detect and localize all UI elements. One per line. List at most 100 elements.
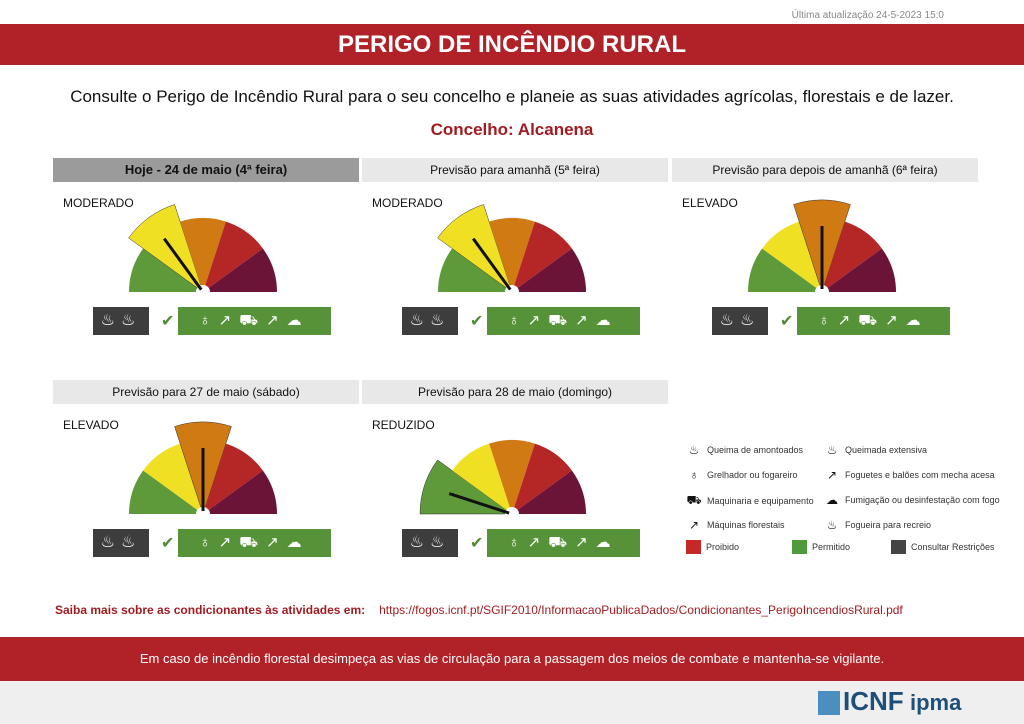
danger-level: MODERADO bbox=[63, 196, 134, 210]
gauge-needle bbox=[471, 237, 512, 291]
gauge-needle bbox=[448, 492, 510, 515]
allowed-activities: ♁↗⛟↗☁ bbox=[178, 529, 331, 557]
more-label: Saiba mais sobre as condicionantes às at… bbox=[55, 603, 366, 617]
icnf-logo: ICNF bbox=[818, 686, 904, 717]
ipma-logo: ipma bbox=[910, 690, 962, 715]
maquinas-florestais-icon: ↗ bbox=[575, 534, 596, 551]
gauge-sector bbox=[143, 443, 203, 514]
gauge-sector bbox=[203, 221, 263, 292]
maquinas-florestais-icon: ↗ bbox=[575, 312, 596, 329]
restricted-activities: ♨♨ bbox=[402, 529, 458, 557]
foguete-icon: ↗ bbox=[527, 312, 549, 329]
gauge-hub bbox=[505, 507, 519, 520]
gauge-sector bbox=[129, 470, 203, 514]
maquinaria-icon: ⛟ bbox=[858, 312, 886, 329]
gauge-sector bbox=[489, 440, 535, 514]
maquinas-florestais-icon: ↗ bbox=[266, 312, 287, 329]
danger-level: ELEVADO bbox=[63, 418, 119, 432]
foguete-icon: ↗ bbox=[837, 312, 859, 329]
gauge-sector bbox=[203, 248, 277, 292]
gauge-sector bbox=[822, 248, 896, 292]
gauge-sector bbox=[419, 459, 513, 515]
restricted-activities: ♨♨ bbox=[712, 307, 768, 335]
legend-label: Permitido bbox=[812, 542, 851, 552]
restricoes-swatch bbox=[891, 540, 906, 554]
fogueira-icon: ♨ bbox=[430, 534, 451, 551]
danger-level: MODERADO bbox=[372, 196, 443, 210]
fogueira-icon: ♨ bbox=[740, 312, 761, 329]
legend-label: Queimada extensiva bbox=[845, 445, 928, 455]
check-icon: ✔ bbox=[780, 313, 794, 330]
gauge-hub bbox=[815, 285, 829, 298]
grelhador-icon: ♁ bbox=[689, 468, 699, 482]
maquinaria-icon: ⛟ bbox=[239, 312, 267, 329]
legend-label: Queima de amontoados bbox=[707, 445, 804, 455]
gauge-sector bbox=[437, 204, 513, 293]
restricted-activities: ♨♨ bbox=[93, 529, 149, 557]
maquinaria-icon: ⛟ bbox=[548, 312, 576, 329]
allowed-activities: ♁↗⛟↗☁ bbox=[178, 307, 331, 335]
forecast-header: Hoje - 24 de maio (4ª feira) bbox=[53, 158, 359, 182]
queimada-icon: ♨ bbox=[100, 534, 121, 551]
gauge-sector bbox=[129, 248, 203, 292]
more-link[interactable]: https://fogos.icnf.pt/SGIF2010/Informaca… bbox=[379, 603, 903, 617]
fogueira-icon: ♨ bbox=[121, 534, 142, 551]
grelhador-icon: ♁ bbox=[199, 534, 219, 551]
danger-gauge bbox=[419, 440, 586, 520]
fumigacao-icon: ☁ bbox=[286, 312, 310, 329]
gauge-sector bbox=[203, 443, 263, 514]
grelhador-icon: ♁ bbox=[199, 312, 219, 329]
permitido-swatch bbox=[792, 540, 807, 554]
queimada-icon: ♨ bbox=[409, 312, 430, 329]
activity-icons: ♨♨ ✔ ♁↗⛟↗☁ bbox=[93, 529, 333, 557]
fumigacao-icon: ☁ bbox=[286, 534, 310, 551]
forecast-panel: Previsão para amanhã (5ª feira) MODERADO… bbox=[362, 158, 668, 378]
danger-gauge bbox=[129, 421, 277, 520]
gauge-needle bbox=[162, 237, 203, 291]
proibido-swatch bbox=[686, 540, 701, 554]
legend-label: Proibido bbox=[706, 542, 740, 552]
gauge-hub bbox=[196, 507, 210, 520]
gauge-sector bbox=[822, 221, 882, 292]
fumigacao-icon: ☁ bbox=[905, 312, 929, 329]
activity-icons: ♨♨ ✔ ♁↗⛟↗☁ bbox=[712, 307, 952, 335]
maquinaria-icon: ⛟ bbox=[548, 534, 576, 551]
gauge-sector bbox=[452, 443, 512, 514]
restricted-activities: ♨♨ bbox=[93, 307, 149, 335]
fogueira-icon: ♨ bbox=[430, 312, 451, 329]
foguete-icon: ↗ bbox=[527, 534, 549, 551]
maquinas-florestais-icon: ↗ bbox=[266, 534, 287, 551]
danger-gauge bbox=[128, 204, 277, 298]
grelhador-icon: ♁ bbox=[818, 312, 838, 329]
legend-label: Fumigação ou desinfestação com fogo bbox=[845, 495, 1000, 505]
fogueira-icon: ♨ bbox=[826, 518, 838, 532]
legend-label: Foguetes e balões com mecha acesa bbox=[845, 470, 995, 480]
forecast-panel: Previsão para 28 de maio (domingo) REDUZ… bbox=[362, 380, 668, 600]
fogueira-icon: ♨ bbox=[121, 312, 142, 329]
forecast-header: Previsão para depois de amanhã (6ª feira… bbox=[672, 158, 978, 182]
foguete-icon: ↗ bbox=[218, 312, 240, 329]
gauge-sector bbox=[203, 470, 277, 514]
legend-label: Maquinaria e equipamento bbox=[707, 496, 814, 506]
foguete-icon: ↗ bbox=[826, 468, 838, 482]
queimada-icon: ♨ bbox=[719, 312, 740, 329]
queima-amontoados-icon: ♨ bbox=[688, 443, 700, 457]
queimada-icon: ♨ bbox=[826, 443, 838, 457]
check-icon: ✔ bbox=[470, 535, 484, 552]
more-info: Saiba mais sobre as condicionantes às at… bbox=[55, 603, 903, 617]
legend-label: Consultar Restrições bbox=[911, 542, 995, 552]
queimada-icon: ♨ bbox=[100, 312, 121, 329]
forecast-header: Previsão para 27 de maio (sábado) bbox=[53, 380, 359, 404]
activity-icons: ♨♨ ✔ ♁↗⛟↗☁ bbox=[402, 529, 642, 557]
activity-icons: ♨♨ ✔ ♁↗⛟↗☁ bbox=[93, 307, 333, 335]
maquinas-florestais-icon: ↗ bbox=[885, 312, 906, 329]
allowed-activities: ♁↗⛟↗☁ bbox=[487, 529, 640, 557]
maquinaria-icon: ⛟ bbox=[686, 493, 702, 507]
gauge-sector bbox=[748, 248, 822, 292]
forecast-header: Previsão para 28 de maio (domingo) bbox=[362, 380, 668, 404]
gauge-sector bbox=[512, 248, 586, 292]
forecast-header: Previsão para amanhã (5ª feira) bbox=[362, 158, 668, 182]
danger-level: ELEVADO bbox=[682, 196, 738, 210]
maquinas-florestais-icon: ↗ bbox=[688, 518, 700, 532]
gauge-sector bbox=[128, 204, 204, 293]
